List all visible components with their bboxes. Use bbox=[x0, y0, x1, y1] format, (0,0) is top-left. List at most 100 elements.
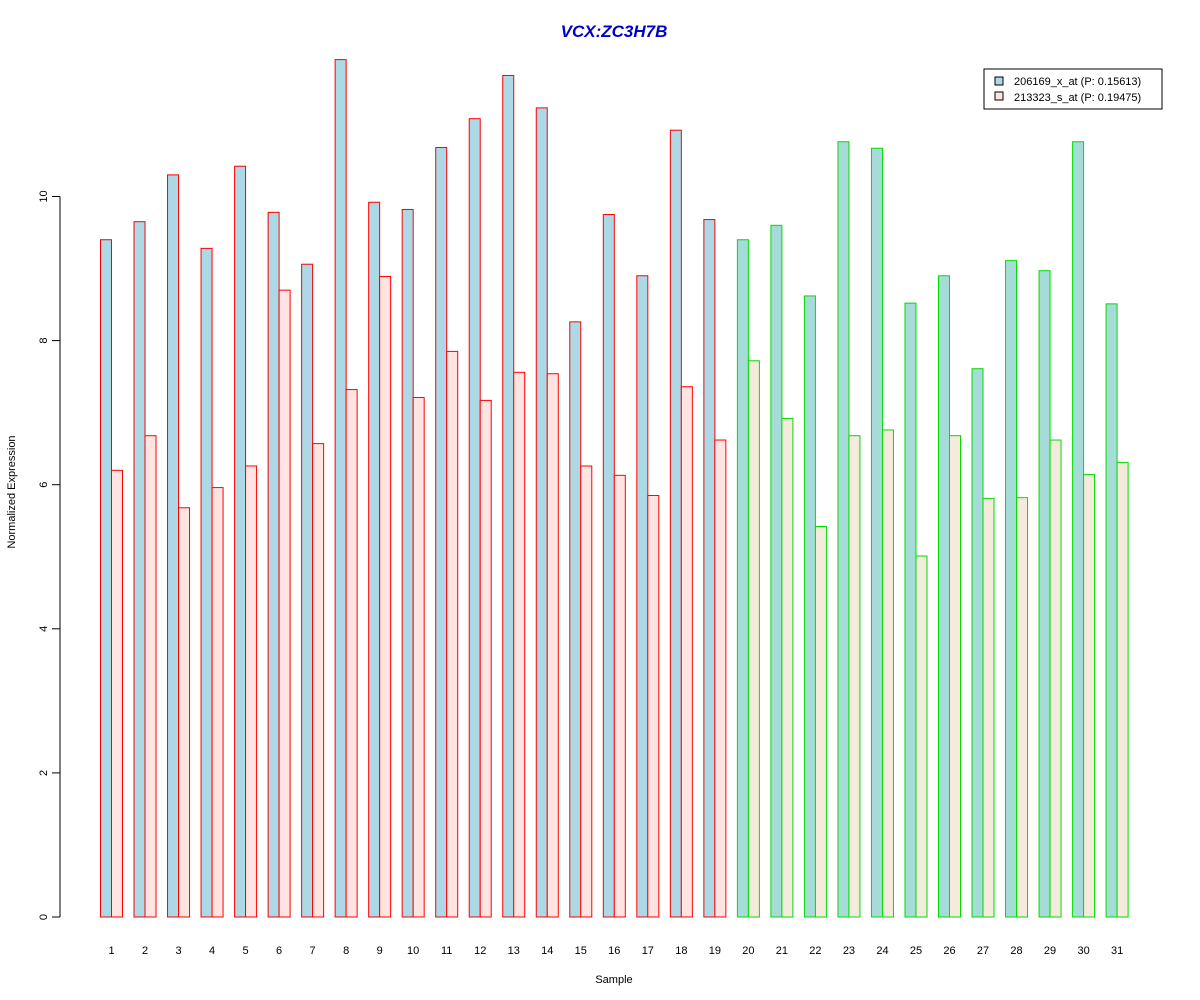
x-tick-label: 31 bbox=[1111, 945, 1123, 957]
x-tick-label: 6 bbox=[276, 945, 282, 957]
bar-series2-sample-21 bbox=[781, 417, 794, 918]
bar-series1-sample-15 bbox=[569, 321, 582, 918]
bar-series1-sample-10 bbox=[401, 208, 414, 918]
legend: 206169_x_at (P: 0.15613) 213323_s_at (P:… bbox=[983, 68, 1163, 110]
legend-swatch-1 bbox=[994, 76, 1004, 86]
legend-swatch-2 bbox=[994, 91, 1004, 101]
x-axis-label: Sample bbox=[595, 974, 632, 986]
x-tick-label: 10 bbox=[407, 945, 419, 957]
bar-series2-sample-14 bbox=[546, 373, 559, 918]
bar-series2-sample-26 bbox=[949, 435, 961, 918]
bar-series2-sample-17 bbox=[647, 495, 660, 918]
y-tick-label: 2 bbox=[38, 770, 50, 776]
bar-series1-sample-6 bbox=[267, 211, 280, 918]
y-tick-label: 8 bbox=[38, 338, 50, 344]
bar-series1-sample-4 bbox=[200, 247, 213, 918]
bar-series2-sample-23 bbox=[848, 435, 861, 918]
x-tick-label: 15 bbox=[575, 945, 587, 957]
legend-label-2: 213323_s_at (P: 0.19475) bbox=[1014, 92, 1141, 104]
bar-series1-sample-9 bbox=[368, 201, 381, 918]
bar-series2-sample-15 bbox=[580, 465, 593, 918]
x-tick-label: 26 bbox=[943, 945, 955, 957]
y-tick-label: 4 bbox=[38, 626, 50, 632]
x-tick-labels: 1 2 3 4 5 6 7 8 9 10 11 12 13 14 15 16 17 18 19 20 21 22 23 24 2… bbox=[108, 945, 1123, 957]
bar-series1-sample-2 bbox=[133, 221, 146, 918]
bar-series2-sample-2 bbox=[144, 435, 157, 918]
x-tick-label: 14 bbox=[541, 945, 553, 957]
bar-series2-sample-16 bbox=[613, 474, 626, 918]
bar-series1-sample-29 bbox=[1038, 270, 1051, 918]
bar-series1-sample-31 bbox=[1105, 303, 1118, 918]
chart-title: VCX:ZC3H7B bbox=[561, 22, 668, 41]
bar-series2-sample-19 bbox=[714, 439, 727, 918]
bar-series2-sample-1 bbox=[111, 469, 123, 918]
bars bbox=[100, 59, 1129, 918]
legend-box bbox=[983, 68, 1163, 110]
bar-series1-sample-5 bbox=[234, 165, 247, 918]
x-tick-label: 12 bbox=[474, 945, 486, 957]
bar-series2-sample-28 bbox=[1016, 497, 1029, 918]
bar-series1-sample-27 bbox=[971, 368, 984, 918]
y-tick-label: 0 bbox=[38, 914, 50, 920]
bar-series2-sample-7 bbox=[312, 443, 325, 918]
bar-series1-sample-18 bbox=[669, 129, 682, 918]
bar-series1-sample-7 bbox=[301, 263, 314, 918]
bar-series1-sample-30 bbox=[1072, 141, 1085, 918]
bar-series2-sample-25 bbox=[915, 555, 928, 918]
bar-series2-sample-11 bbox=[446, 350, 459, 918]
bar-series2-sample-18 bbox=[680, 386, 693, 918]
x-tick-label: 28 bbox=[1010, 945, 1022, 957]
x-tick-label: 11 bbox=[441, 945, 452, 957]
bar-series2-sample-8 bbox=[345, 389, 358, 918]
bar-series1-sample-22 bbox=[803, 295, 816, 918]
x-tick-label: 18 bbox=[675, 945, 687, 957]
bar-series1-sample-1 bbox=[100, 239, 112, 918]
bar-series2-sample-6 bbox=[278, 289, 291, 918]
bar-series2-sample-29 bbox=[1049, 439, 1062, 918]
x-tick-label: 13 bbox=[508, 945, 520, 957]
x-tick-label: 22 bbox=[809, 945, 821, 957]
x-tick-label: 17 bbox=[642, 945, 654, 957]
bar-series1-sample-19 bbox=[703, 219, 716, 918]
x-tick-label: 7 bbox=[310, 945, 316, 957]
x-tick-label: 5 bbox=[243, 945, 249, 957]
bar-series1-sample-21 bbox=[770, 224, 783, 918]
bar-series2-sample-10 bbox=[412, 397, 425, 918]
x-tick-label: 2 bbox=[142, 945, 148, 957]
bar-series2-sample-20 bbox=[747, 360, 760, 918]
bar-series2-sample-4 bbox=[211, 487, 224, 918]
y-axis-label: Normalized Expression bbox=[6, 435, 18, 548]
y-axis: 0 2 4 6 8 10 bbox=[38, 190, 61, 920]
x-tick-label: 25 bbox=[910, 945, 922, 957]
bar-series1-sample-20 bbox=[736, 239, 749, 918]
bar-series1-sample-28 bbox=[1005, 260, 1018, 918]
bar-series1-sample-24 bbox=[870, 147, 883, 918]
bar-series1-sample-11 bbox=[435, 147, 448, 918]
bar-series2-sample-3 bbox=[178, 507, 191, 918]
bar-series2-sample-12 bbox=[479, 399, 492, 918]
legend-label-1: 206169_x_at (P: 0.15613) bbox=[1014, 76, 1141, 88]
x-tick-label: 23 bbox=[843, 945, 855, 957]
x-tick-label: 9 bbox=[377, 945, 383, 957]
x-tick-label: 24 bbox=[876, 945, 888, 957]
bar-series1-sample-13 bbox=[502, 74, 515, 918]
x-tick-label: 1 bbox=[108, 945, 114, 957]
x-tick-label: 21 bbox=[776, 945, 788, 957]
bar-series1-sample-8 bbox=[334, 59, 347, 918]
x-tick-label: 4 bbox=[209, 945, 215, 957]
bar-series1-sample-12 bbox=[468, 118, 481, 918]
bar-series2-sample-13 bbox=[513, 371, 526, 918]
bar-series2-sample-9 bbox=[379, 275, 392, 918]
bar-series1-sample-26 bbox=[938, 275, 950, 918]
bar-series2-sample-30 bbox=[1083, 474, 1096, 918]
bar-series2-sample-24 bbox=[881, 429, 894, 918]
x-tick-label: 8 bbox=[343, 945, 349, 957]
y-tick-label: 10 bbox=[38, 190, 50, 202]
bar-series1-sample-3 bbox=[167, 174, 180, 918]
x-tick-label: 20 bbox=[742, 945, 754, 957]
bar-series2-sample-31 bbox=[1116, 461, 1129, 918]
bar-series1-sample-17 bbox=[636, 275, 649, 918]
y-tick-label: 6 bbox=[38, 482, 50, 488]
x-tick-label: 3 bbox=[175, 945, 181, 957]
bar-series1-sample-16 bbox=[602, 214, 615, 918]
